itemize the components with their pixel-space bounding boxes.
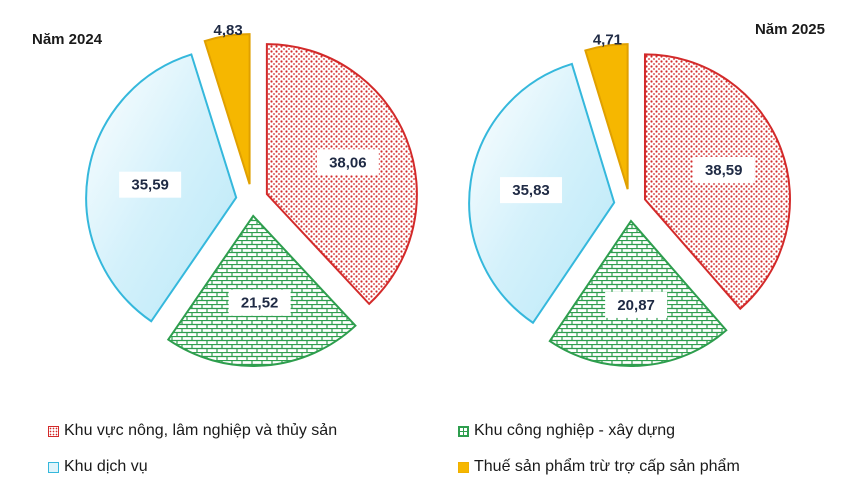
data-label-industry-2025: 20,87 (617, 297, 655, 314)
data-label-agriculture-2025: 38,59 (705, 162, 743, 179)
data-label-bg-agriculture-2024 (316, 149, 379, 176)
data-label-bg-services-2025 (500, 177, 563, 204)
legend-swatch-industry (458, 425, 469, 437)
data-label-services-2025: 35,83 (512, 182, 550, 199)
legend-item-industry: Khu công nghiệp - xây dựng (458, 422, 675, 440)
legend-swatch-agriculture (48, 425, 59, 437)
chart-title-2025: Năm 2025 (755, 21, 825, 38)
legend-item-tax: Thuế sản phẩm trừ trợ cấp sản phẩm (458, 458, 740, 476)
data-label-bg-agriculture-2025 (692, 156, 755, 183)
data-label-tax-2024: 4,83 (214, 22, 243, 39)
legend-label-services: Khu dịch vụ (64, 458, 148, 475)
data-label-agriculture-2024: 38,06 (329, 154, 367, 171)
data-label-services-2024: 35,59 (131, 177, 169, 194)
legend-item-services: Khu dịch vụ (48, 458, 148, 476)
legend-swatch-services (48, 461, 59, 473)
pie-slice-tax-2024 (203, 33, 251, 185)
data-label-bg-industry-2024 (228, 289, 291, 316)
pie-2025: 38,59 20,87 35,83 4,71 (468, 32, 791, 367)
legend-label-tax: Thuế sản phẩm trừ trợ cấp sản phẩm (474, 458, 740, 475)
data-label-industry-2024: 21,52 (241, 295, 279, 312)
legend-label-agriculture: Khu vực nông, lâm nghiệp và thủy sản (64, 422, 338, 439)
data-label-bg-industry-2025 (605, 291, 668, 318)
pie-2024: 38,06 21,52 35,59 4,83 (85, 22, 418, 367)
data-label-bg-services-2024 (119, 171, 182, 198)
legend-item-agriculture: Khu vực nông, lâm nghiệp và thủy sản (48, 422, 337, 440)
legend-swatch-tax (458, 461, 469, 473)
chart-title-2024: Năm 2024 (32, 31, 103, 48)
pie-slice-tax-2025 (584, 43, 629, 190)
data-label-tax-2025: 4,71 (593, 32, 622, 49)
legend-label-industry: Khu công nghiệp - xây dựng (474, 422, 676, 439)
